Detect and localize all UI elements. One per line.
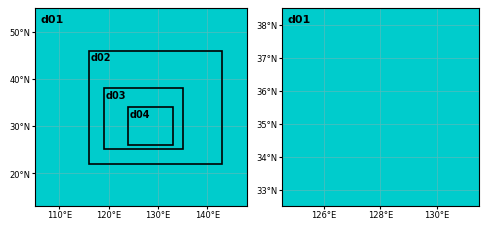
Text: d02: d02	[90, 53, 111, 63]
Bar	[104, 89, 183, 150]
Bar	[128, 108, 173, 145]
Text: d04: d04	[130, 109, 150, 119]
Text: d01: d01	[288, 15, 311, 25]
Bar	[89, 51, 222, 164]
Text: d03: d03	[105, 90, 125, 100]
Text: d01: d01	[41, 15, 64, 25]
